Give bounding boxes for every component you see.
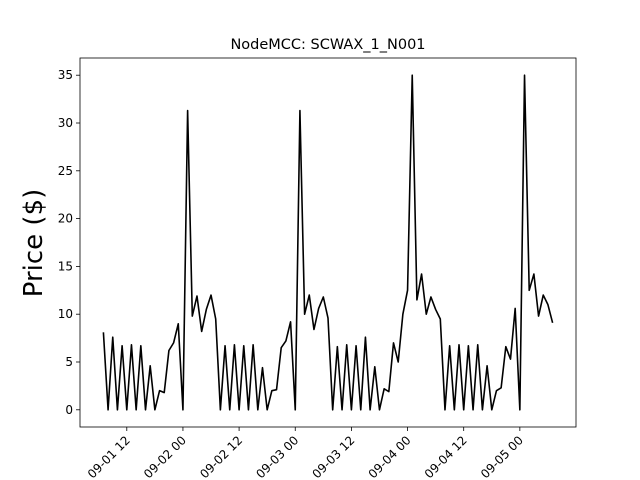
x-tick-label: 09-05 00 [478, 433, 526, 480]
price-line [102, 74, 554, 411]
y-axis-label: Price ($) [19, 189, 49, 298]
plot-frame [79, 57, 577, 428]
y-tick-label: 30 [58, 116, 73, 130]
x-tick-label: 09-02 12 [197, 433, 245, 480]
y-tick-label: 0 [65, 403, 73, 417]
x-tick-label: 09-01 12 [85, 433, 133, 480]
x-tick-label: 09-03 00 [253, 433, 301, 480]
x-tick-label: 09-04 12 [422, 433, 470, 480]
y-tick-label: 25 [58, 164, 73, 178]
y-tick-label: 5 [65, 355, 73, 369]
y-tick-label: 10 [58, 307, 73, 321]
x-tick-label: 09-04 00 [366, 433, 414, 480]
y-tick-label: 35 [58, 68, 73, 82]
x-tick-label: 09-03 12 [309, 433, 357, 480]
y-tick-label: 20 [58, 212, 73, 226]
x-tick-label: 09-02 00 [141, 433, 189, 480]
y-tick-label: 15 [58, 259, 73, 273]
chart-title: NodeMCC: SCWAX_1_N001 [230, 37, 425, 53]
